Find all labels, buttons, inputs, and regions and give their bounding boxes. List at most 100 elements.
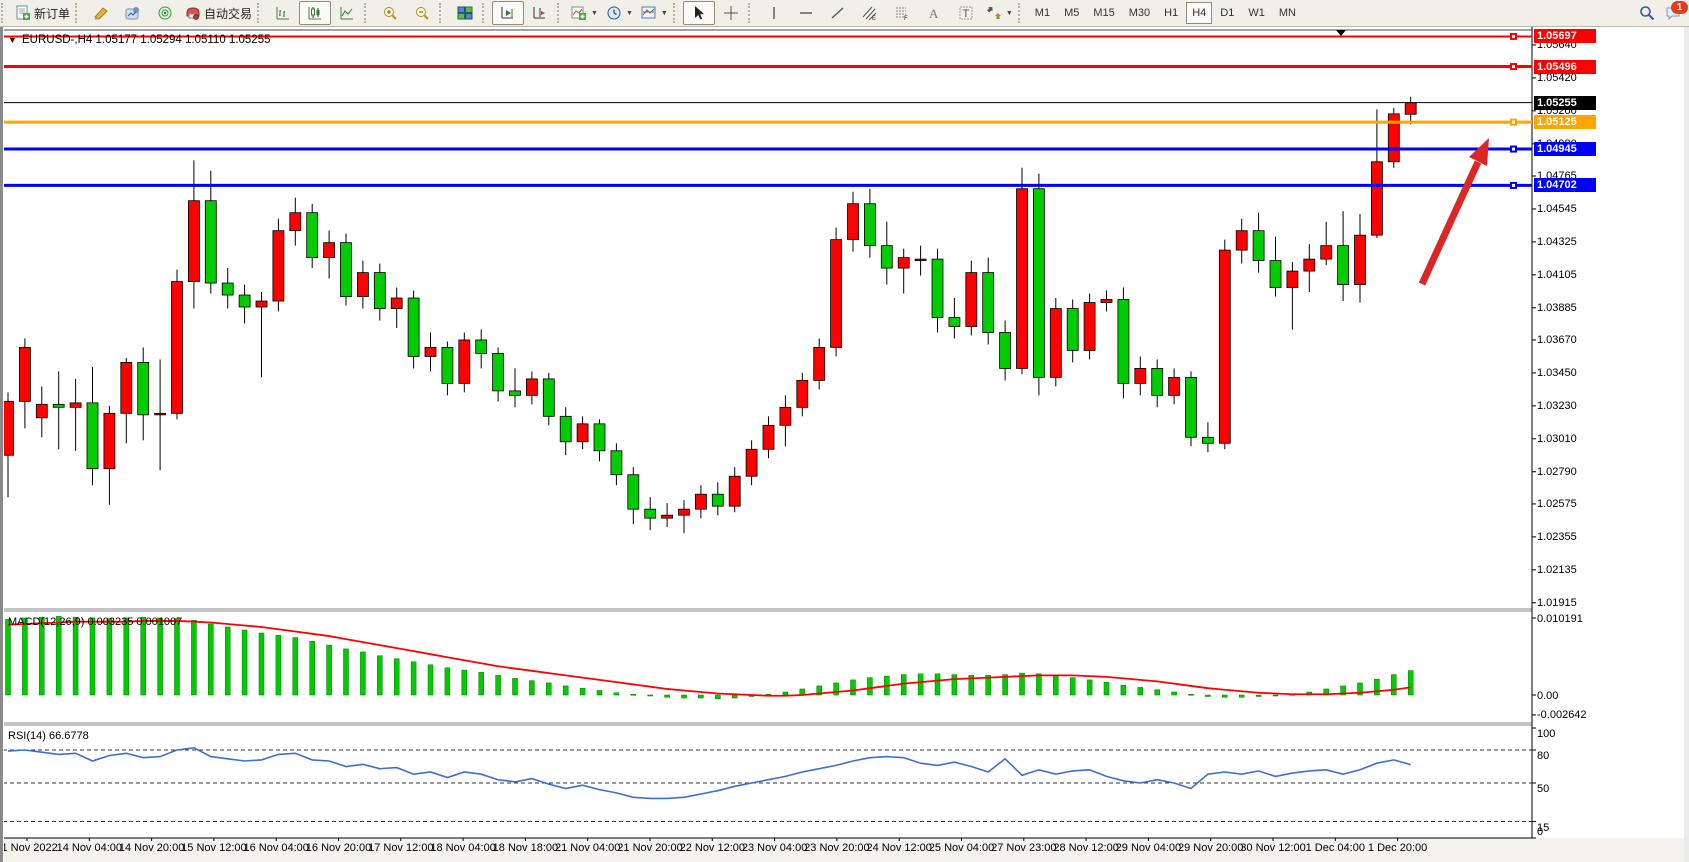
window-left-border: [0, 26, 4, 862]
vertical-line-button[interactable]: [758, 1, 790, 25]
autotrading-label: 自动交易: [204, 6, 253, 21]
candle: [221, 282, 234, 296]
macd-bar: [377, 655, 383, 696]
macd-bar: [1120, 684, 1127, 696]
equidistant-channel-button[interactable]: E: [854, 1, 886, 25]
line-chart-icon: [340, 7, 354, 20]
crayon-icon: [94, 7, 108, 20]
candle: [965, 272, 978, 327]
profile-button[interactable]: [117, 1, 149, 25]
macd-bar: [55, 616, 62, 696]
shapes-button[interactable]: ▼: [982, 1, 1017, 25]
new-order-button[interactable]: 新订单: [11, 1, 74, 25]
trendline-icon: [831, 7, 844, 19]
toolbar-grip[interactable]: [439, 3, 448, 23]
macd-bar: [1238, 694, 1245, 698]
chart-shift-button[interactable]: [524, 1, 556, 25]
macd-bar: [1069, 677, 1076, 696]
candle: [1303, 258, 1316, 272]
toolbar-grip[interactable]: [75, 3, 84, 23]
notifications-button[interactable]: 1: [1665, 1, 1688, 21]
add-indicator-button[interactable]: ▼: [567, 1, 602, 25]
trend-arrow-head[interactable]: [1469, 138, 1489, 166]
toolbar-grip[interactable]: [747, 3, 757, 23]
candle: [35, 403, 48, 419]
macd-bar: [1222, 694, 1228, 698]
timeframe-button-d1[interactable]: D1: [1220, 7, 1235, 19]
chevron-down-icon: ▼: [591, 9, 598, 17]
tile-windows-button[interactable]: [449, 1, 481, 25]
zoom-in-icon: [384, 7, 397, 20]
timeframe-button-m30[interactable]: M30: [1128, 7, 1151, 19]
templates-button[interactable]: ▼: [637, 1, 672, 25]
periods-button[interactable]: ▼: [602, 1, 637, 25]
candlestick-chart-button[interactable]: [299, 1, 332, 25]
macd-bar: [512, 678, 518, 696]
macd-bar: [39, 616, 45, 696]
text-button[interactable]: A: [918, 1, 950, 25]
trend-arrow-shaft[interactable]: [1418, 160, 1482, 286]
candle: [1033, 188, 1045, 378]
toolbar-grip[interactable]: [364, 3, 373, 23]
macd-bar: [478, 672, 484, 696]
candle: [1286, 270, 1299, 288]
bar-chart-button[interactable]: [267, 1, 299, 25]
toolbar-grip[interactable]: [672, 3, 682, 23]
signals-button[interactable]: [149, 1, 181, 25]
candle: [1083, 302, 1096, 351]
clock-icon: [607, 6, 621, 20]
chart-area[interactable]: ▼ EURUSD-,H4 1.05177 1.05294 1.05110 1.0…: [0, 26, 1689, 862]
macd-bar: [1086, 679, 1093, 696]
macd-bar: [816, 685, 822, 696]
zoom-out-button[interactable]: [406, 1, 438, 25]
toolbar-grip[interactable]: [482, 3, 491, 23]
price-chart-canvas[interactable]: [0, 26, 1689, 862]
horizontal-line-button[interactable]: [790, 1, 822, 25]
candle: [847, 203, 859, 241]
macd-bar: [5, 619, 11, 696]
macd-bar: [867, 677, 873, 696]
vertical-line-icon: [773, 7, 775, 19]
timeframe-button-m5[interactable]: M5: [1064, 7, 1080, 19]
macd-bar: [715, 694, 721, 700]
macd-bar: [850, 679, 856, 696]
styler-button[interactable]: [85, 1, 117, 25]
fibonacci-button[interactable]: F: [886, 1, 918, 25]
macd-bar: [157, 617, 163, 696]
candle: [1337, 245, 1349, 285]
timeframe-button-mn[interactable]: MN: [1278, 7, 1296, 19]
autotrading-button[interactable]: 自动交易: [181, 1, 256, 25]
crosshair-button[interactable]: [715, 1, 747, 25]
signal-icon: [158, 6, 172, 20]
zoom-in-button[interactable]: [374, 1, 406, 25]
macd-bar: [1103, 681, 1110, 696]
one-click-trading-toggle-icon[interactable]: ▼: [8, 35, 17, 45]
toolbar-grip[interactable]: [1, 3, 10, 23]
timeframe-button-m15[interactable]: M15: [1093, 7, 1115, 19]
macd-bar: [681, 694, 687, 699]
time-axis-strip[interactable]: [0, 838, 1689, 862]
profile-chart-icon: [125, 7, 140, 20]
candle: [137, 362, 150, 416]
toolbar-grip[interactable]: [557, 3, 566, 23]
candle: [1404, 102, 1417, 115]
toolbar-grip[interactable]: [1017, 3, 1027, 23]
chevron-down-icon: ▼: [625, 9, 633, 17]
macd-bar: [985, 675, 991, 696]
candle: [695, 493, 707, 510]
cursor-button[interactable]: [682, 1, 715, 25]
timeframe-button-w1[interactable]: W1: [1248, 7, 1265, 19]
macd-bar: [393, 658, 400, 696]
toolbar-grip[interactable]: [257, 3, 266, 23]
candle: [948, 317, 961, 327]
timeframe-button-h1[interactable]: H1: [1164, 7, 1179, 19]
trendline-button[interactable]: [822, 1, 854, 25]
macd-bar: [1188, 693, 1194, 696]
text-label-button[interactable]: T: [950, 1, 982, 25]
line-chart-button[interactable]: [331, 1, 363, 25]
candle: [813, 347, 826, 381]
auto-scroll-button[interactable]: [492, 1, 525, 25]
timeframe-button-m1[interactable]: M1: [1034, 7, 1051, 19]
search-icon[interactable]: [1639, 5, 1655, 21]
timeframe-button-h4[interactable]: H4: [1186, 2, 1213, 24]
